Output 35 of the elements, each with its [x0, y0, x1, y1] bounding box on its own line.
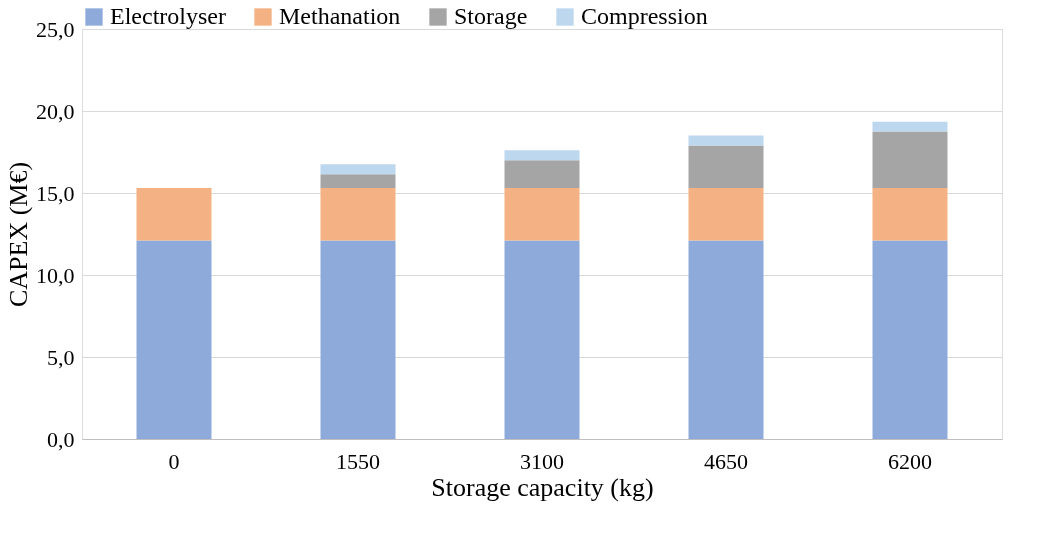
bar: [320, 174, 396, 189]
bar: [872, 188, 948, 241]
bar: [872, 121, 948, 132]
bar: [688, 135, 764, 146]
y-tick-label: 25,0: [36, 16, 75, 42]
bar: [504, 160, 580, 189]
x-tick-label: 1550: [336, 448, 380, 474]
legend-label: Compression: [581, 3, 708, 29]
y-tick-label: 10,0: [36, 262, 75, 288]
y-tick-label: 20,0: [36, 98, 75, 124]
bar: [320, 164, 396, 175]
x-tick-label: 3100: [520, 448, 564, 474]
bar: [504, 188, 580, 241]
legend-label: Storage: [454, 3, 528, 29]
bar: [688, 188, 764, 241]
legend-label: Electrolyser: [110, 3, 226, 29]
bar: [688, 240, 764, 439]
bar: [136, 188, 212, 241]
bar: [320, 188, 396, 241]
x-tick-label: 6200: [888, 448, 932, 474]
y-axis-title: CAPEX (M€): [4, 161, 33, 308]
y-tick-label: 15,0: [36, 180, 75, 206]
bar: [872, 131, 948, 189]
y-tick-label: 0,0: [47, 426, 75, 452]
x-axis-title: Storage capacity (kg): [431, 472, 654, 502]
y-tick-label: 5,0: [47, 344, 75, 370]
bar: [688, 145, 764, 189]
x-tick-label: 4650: [704, 448, 748, 474]
x-tick-label: 0: [168, 448, 180, 474]
legend-label: Methanation: [279, 3, 401, 29]
bar: [136, 240, 212, 439]
bar: [504, 150, 580, 161]
bar: [504, 240, 580, 439]
bar: [872, 240, 948, 439]
bar: [320, 240, 396, 439]
